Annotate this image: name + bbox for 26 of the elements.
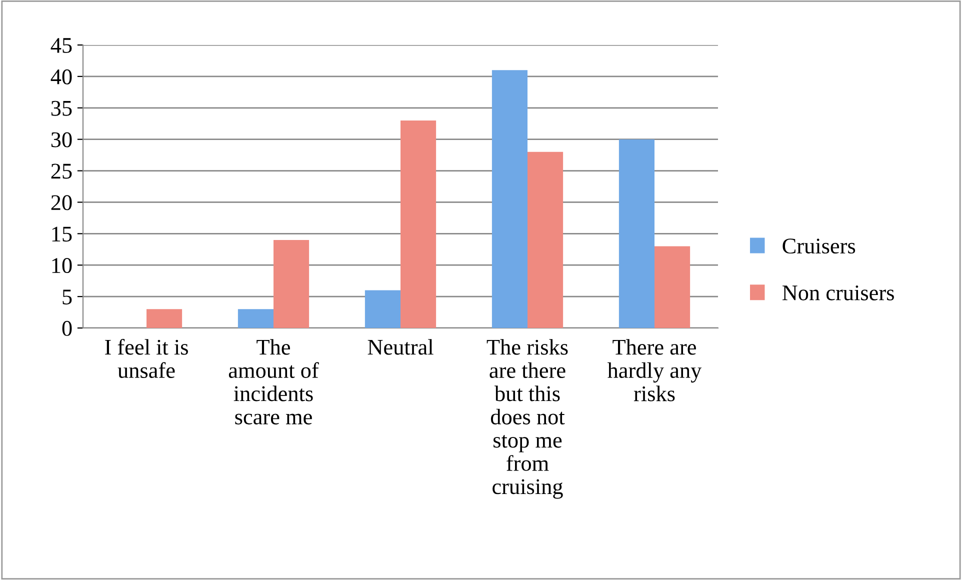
y-tick-label: 25 bbox=[51, 164, 72, 179]
bar bbox=[618, 139, 654, 328]
y-tick-label: 30 bbox=[51, 132, 72, 148]
y-tick-label: 45 bbox=[50, 38, 72, 53]
bar bbox=[364, 290, 400, 328]
bar bbox=[528, 152, 564, 328]
y-tick-label: 15 bbox=[52, 226, 72, 242]
legend-label: Cruisers bbox=[782, 238, 856, 254]
x-tick-label: I feel it is unsafe bbox=[105, 338, 188, 378]
y-tick-label: 20 bbox=[51, 195, 72, 210]
y-tick-label: 40 bbox=[50, 69, 72, 84]
x-tick-label: The risks are there but this does not stop me from cruising bbox=[486, 339, 568, 499]
x-tick-label: The amount of incidents scare me bbox=[228, 339, 319, 424]
bar bbox=[400, 120, 436, 328]
y-tick-label: 0 bbox=[62, 320, 72, 336]
bar bbox=[238, 309, 274, 328]
bar bbox=[654, 246, 690, 328]
legend-label: Non cruisers bbox=[782, 285, 894, 300]
y-tick-label: 35 bbox=[51, 100, 72, 116]
bar bbox=[492, 70, 528, 328]
bar bbox=[146, 309, 182, 328]
x-tick-label: Neutral bbox=[368, 339, 434, 355]
bar bbox=[274, 240, 310, 328]
y-tick-label: 5 bbox=[62, 290, 72, 304]
x-tick-label: There are hardly any risks bbox=[608, 339, 702, 402]
y-tick-label: 10 bbox=[52, 258, 72, 274]
